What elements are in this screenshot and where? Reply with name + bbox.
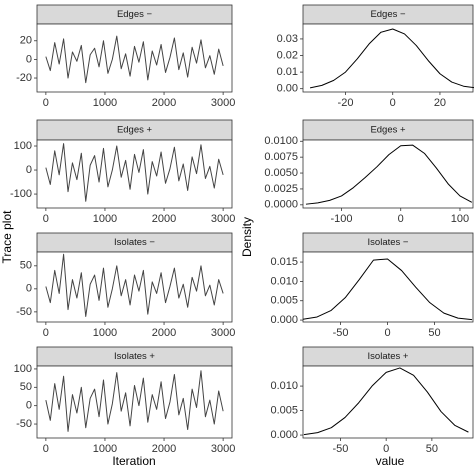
x-tick-label: -50 [333,443,349,455]
y-tick-label: 0.0000 [264,199,298,211]
y-tick-label: 0.010 [270,275,298,287]
x-axis-title: value [376,454,405,468]
x-tick-label: -20 [338,97,354,109]
x-tick-label: 0 [383,443,389,455]
x-tick-label: 0 [43,327,49,339]
y-tick-label: 100 [14,140,32,152]
y-tick-label: 100 [14,363,32,375]
y-tick-label: 0.0050 [264,167,298,179]
y-tick-label: 0.000 [270,429,298,441]
panel [36,251,233,323]
y-tick-label: 0 [26,53,32,65]
x-tick-label: 50 [428,327,440,339]
y-tick-label: 20 [20,35,32,47]
y-tick-label: 0.010 [270,380,298,392]
y-axis-title: Density [240,217,254,257]
y-tick-label: 0.005 [270,295,298,307]
x-tick-label: 0 [43,97,49,109]
x-tick-label: -100 [330,213,352,225]
y-tick-label: 50 [20,381,32,393]
x-tick-label: 2000 [152,327,176,339]
data-line [309,28,474,89]
x-tick-label: 0 [398,213,404,225]
x-tick-label: 0 [384,327,390,339]
y-tick-label: 0.0025 [264,183,298,195]
y-tick-label: 0.01 [277,66,298,78]
x-tick-label: 0 [43,213,49,225]
strip-title: Edges − [370,9,406,20]
y-tick-label: 0.00 [277,83,298,95]
strip-title: Edges + [117,125,153,136]
y-axis-title: Trace plot [0,210,14,264]
x-tick-label: 0 [390,97,396,109]
x-tick-label: 100 [451,213,469,225]
y-tick-label: -50 [16,418,32,430]
y-tick-label: 50 [20,260,32,272]
x-tick-label: 1000 [93,213,117,225]
y-tick-label: -20 [16,72,32,84]
y-tick-label: 0 [26,400,32,412]
x-tick-label: 20 [434,97,446,109]
x-tick-label: 50 [426,443,438,455]
data-line [45,370,224,432]
panel [302,23,474,93]
y-tick-label: 0 [26,164,32,176]
data-line [45,143,224,202]
y-tick-label: 0.0075 [264,151,298,163]
strip-title: Edges − [117,9,153,20]
x-tick-label: -50 [333,327,349,339]
x-tick-label: 3000 [211,213,235,225]
y-tick-label: 0.000 [270,314,298,326]
x-tick-label: 1000 [93,327,117,339]
strip-title: Edges + [370,125,406,136]
data-line [302,258,473,321]
y-tick-label: -50 [16,306,32,318]
x-tick-label: 2000 [152,97,176,109]
x-tick-label: 3000 [211,97,235,109]
strip-title: Isolates − [114,237,155,248]
y-tick-label: -100 [10,188,32,200]
x-axis-title: Iteration [112,454,155,468]
panel [36,23,233,93]
x-tick-label: 1000 [93,443,117,455]
strip-title: Isolates − [368,237,409,248]
x-tick-label: 3000 [211,327,235,339]
y-tick-label: 0.03 [277,33,298,45]
strip-title: Isolates + [114,351,155,362]
panel [302,365,474,439]
data-line [305,144,473,205]
x-tick-label: 1000 [93,97,117,109]
x-tick-label: 0 [43,443,49,455]
y-tick-label: 0.005 [270,404,298,416]
data-line [303,367,469,436]
x-tick-label: 2000 [152,213,176,225]
y-tick-label: 0.02 [277,49,298,61]
panel [36,365,233,439]
data-line [45,253,224,317]
panel [302,139,474,209]
data-line [45,35,224,84]
y-tick-label: 0.0100 [264,135,298,147]
y-tick-label: 0 [26,283,32,295]
x-tick-label: 2000 [152,443,176,455]
y-tick-label: 0.015 [270,256,298,268]
x-tick-label: 3000 [211,443,235,455]
strip-title: Isolates + [368,351,409,362]
